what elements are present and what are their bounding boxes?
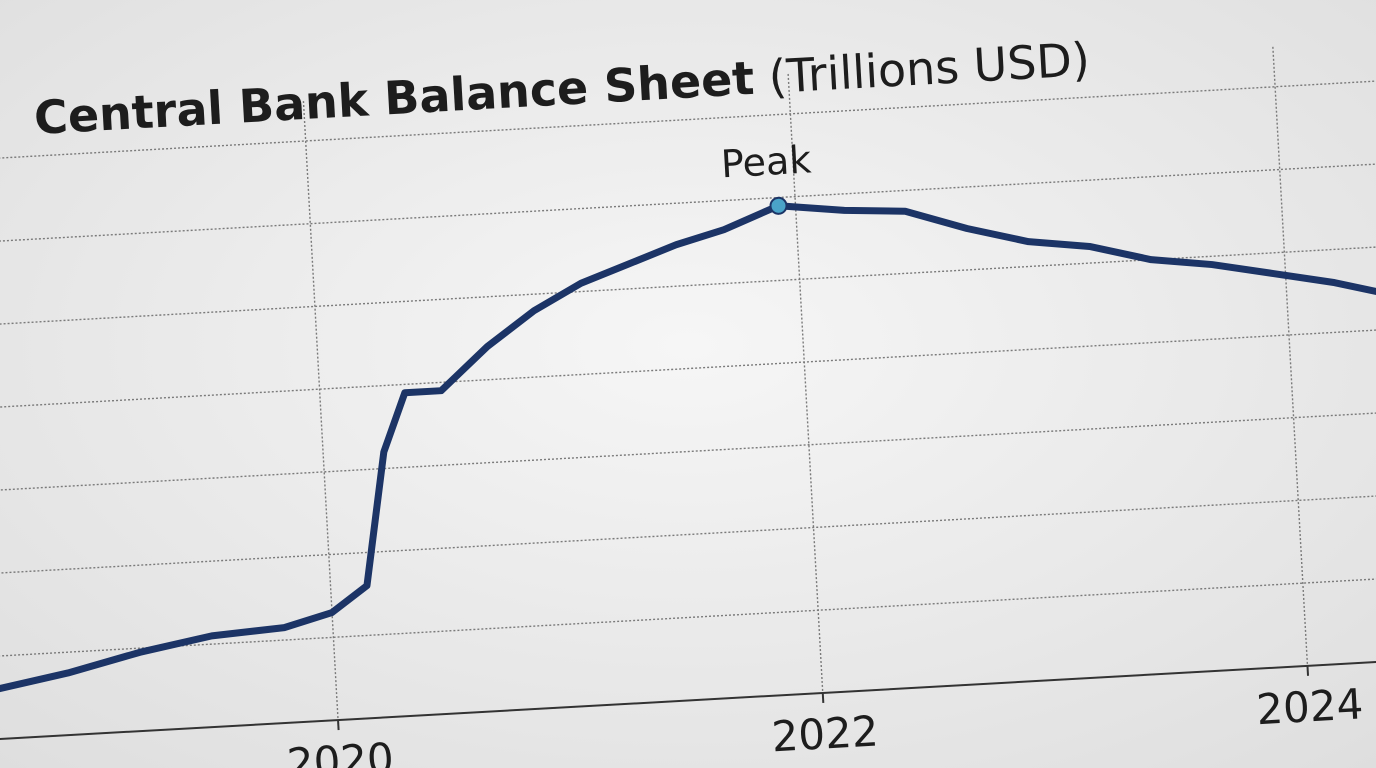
annotation-dot — [769, 196, 788, 215]
tick-mark — [1306, 665, 1310, 676]
data-line — [0, 202, 1376, 693]
x-tick-label: 2020 — [286, 734, 395, 768]
grid-line — [0, 576, 1376, 657]
tick-mark — [821, 692, 825, 703]
grid-line — [0, 162, 1376, 244]
grid-line — [0, 79, 1376, 161]
grid-line — [787, 73, 824, 693]
tick-mark — [337, 720, 340, 731]
grid-line — [1272, 46, 1309, 666]
x-tick-label: 2024 — [1255, 679, 1364, 734]
annotation-label: Peak — [720, 137, 813, 186]
grid-line — [0, 245, 1376, 327]
grid-line — [0, 328, 1376, 409]
grid-line — [302, 100, 339, 721]
x-tick-label: 2022 — [770, 706, 879, 761]
grid-line — [0, 410, 1376, 492]
x-axis — [0, 658, 1376, 741]
grid-line — [0, 493, 1376, 575]
